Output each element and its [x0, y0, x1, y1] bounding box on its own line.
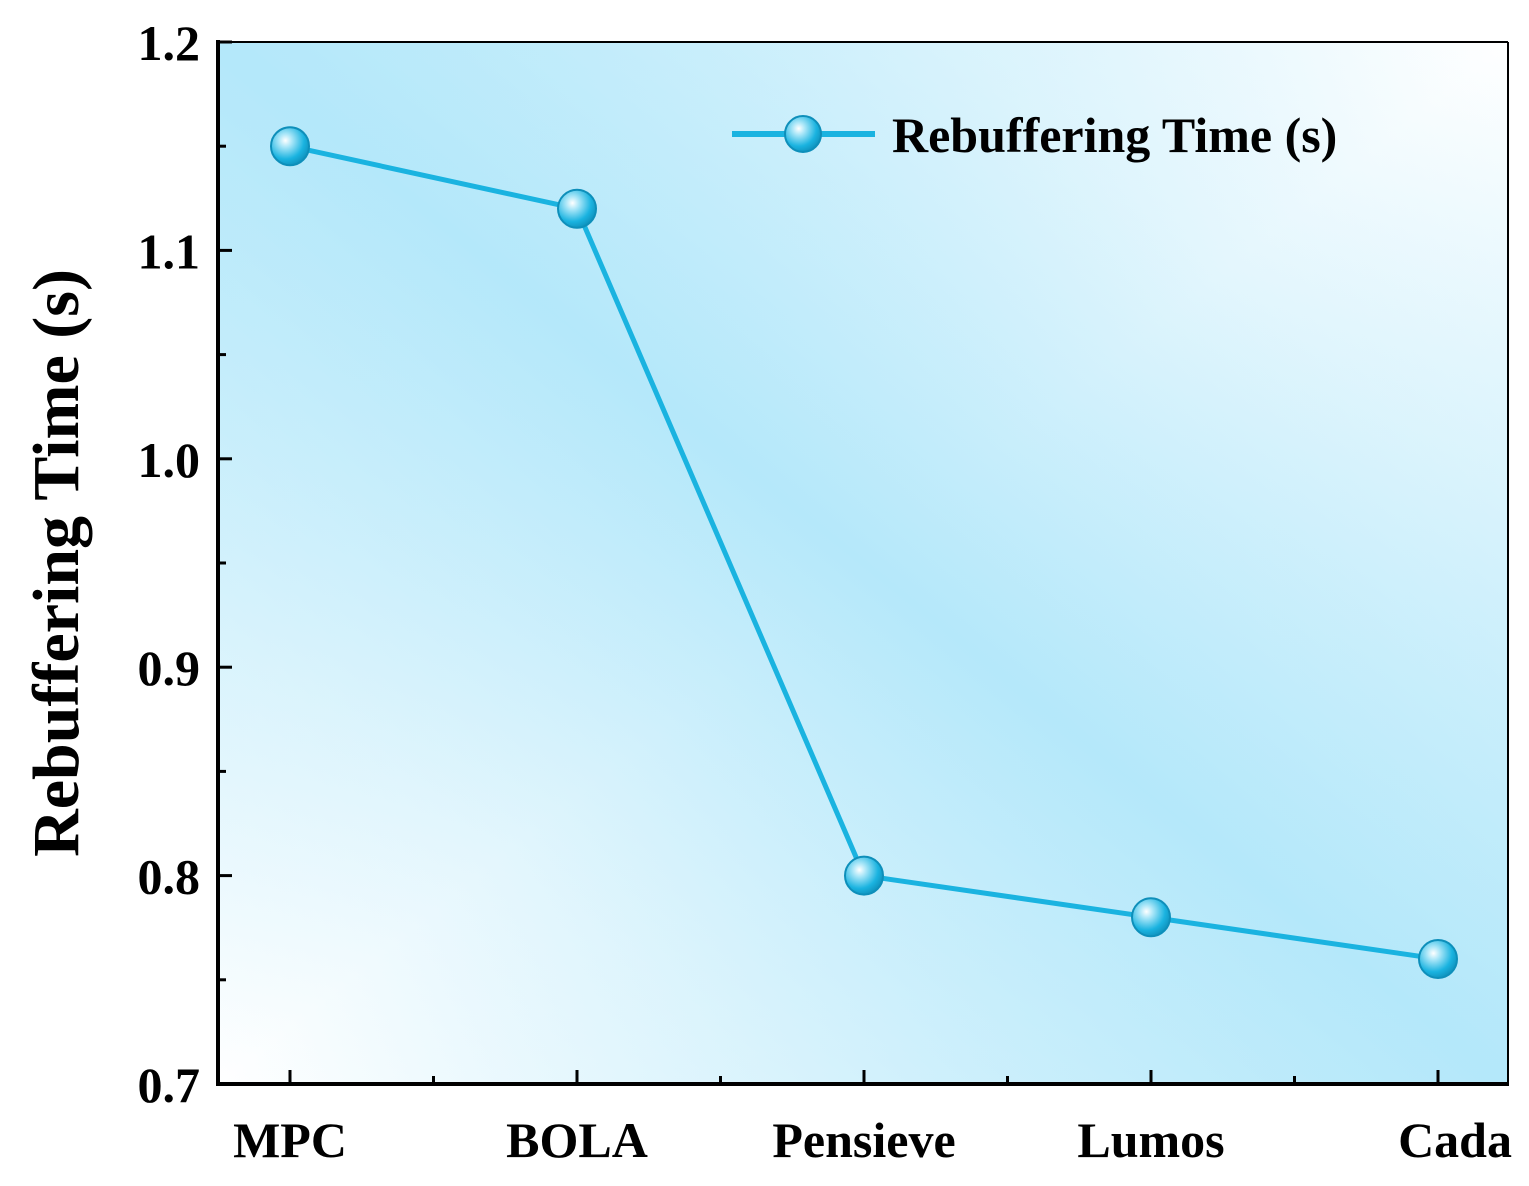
y-axis-title: Rebuffering Time (s)	[20, 269, 93, 857]
y-tick-label: 0.7	[138, 1057, 201, 1113]
data-point	[1131, 897, 1171, 938]
y-tick-label: 1.2	[138, 15, 201, 71]
plot-background-overlay	[218, 42, 1508, 1084]
x-tick-label: BOLA	[506, 1112, 648, 1168]
data-point	[844, 855, 884, 896]
data-point	[270, 126, 310, 167]
x-tick-label: Lumos	[1077, 1112, 1224, 1168]
x-tick-label: MPC	[233, 1112, 347, 1168]
y-axis-ticks: 0.7 0.8 0.9 1.0 1.1 1.2	[138, 15, 232, 1113]
legend: Rebuffering Time (s)	[732, 107, 1337, 163]
legend-label: Rebuffering Time (s)	[892, 107, 1337, 163]
x-tick-label: Pensieve	[772, 1112, 955, 1168]
data-point	[557, 188, 597, 229]
y-tick-label: 1.0	[138, 432, 201, 488]
x-axis-ticks: MPC BOLA Pensieve Lumos Cada	[233, 1070, 1512, 1168]
series-group	[270, 126, 1458, 979]
legend-marker	[784, 115, 822, 153]
y-tick-label: 1.1	[138, 223, 201, 279]
y-tick-label: 0.8	[138, 849, 201, 905]
data-point	[1418, 938, 1458, 979]
y-tick-label: 0.9	[138, 640, 201, 696]
x-tick-label: Cada	[1398, 1112, 1512, 1168]
